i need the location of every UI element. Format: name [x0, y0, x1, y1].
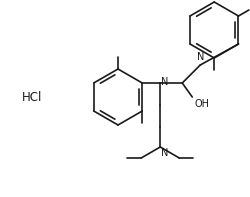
- Text: HCl: HCl: [22, 90, 42, 103]
- Text: N: N: [160, 77, 168, 87]
- Text: OH: OH: [194, 99, 208, 109]
- Text: N: N: [196, 52, 203, 62]
- Text: N: N: [160, 148, 168, 158]
